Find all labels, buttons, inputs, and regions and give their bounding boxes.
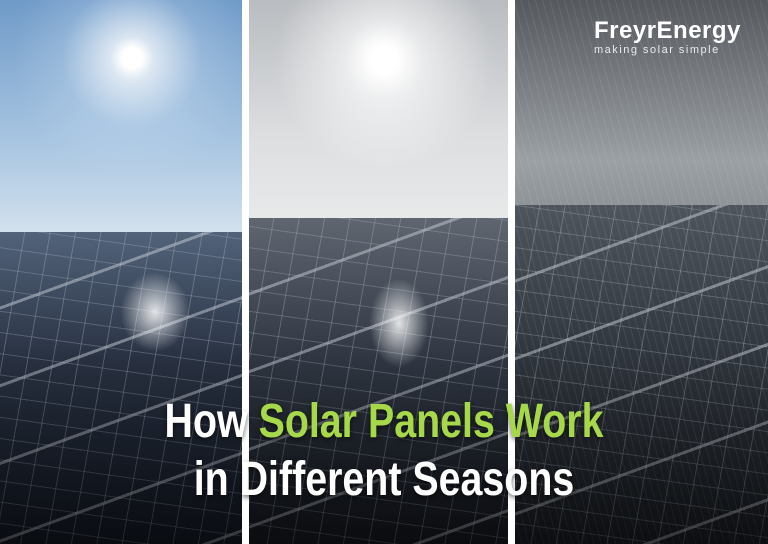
headline-line-1: How Solar Panels Work bbox=[69, 394, 699, 450]
hazy-sky bbox=[249, 0, 508, 225]
headline-highlight: Solar Panels Work bbox=[258, 395, 604, 448]
logo-name: FreyrEnergy bbox=[594, 17, 741, 44]
stormy-sky bbox=[515, 0, 768, 215]
rainy-panel-photo bbox=[515, 0, 768, 544]
hazy-panel-photo bbox=[249, 0, 508, 544]
sunny-sky bbox=[0, 0, 242, 240]
logo-tagline: making solar simple bbox=[594, 44, 720, 56]
headline-line-2: in Different Seasons bbox=[193, 453, 575, 506]
sunny-panel-photo bbox=[0, 0, 242, 544]
brand-logo: FreyrEnergy making solar simple bbox=[594, 17, 741, 57]
headline-prefix: How bbox=[164, 395, 248, 448]
